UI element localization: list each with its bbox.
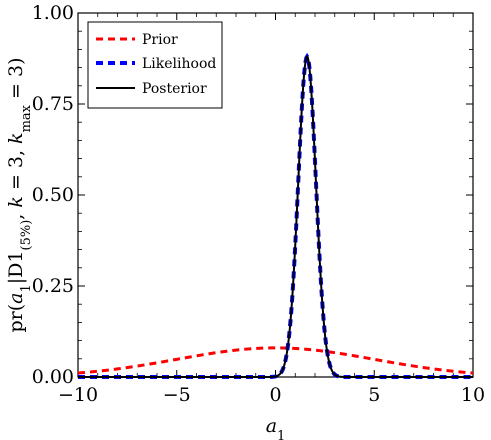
x-tick-label: −5: [163, 384, 191, 406]
x-axis-label: a1: [266, 415, 286, 440]
legend-label-prior: Prior: [142, 32, 178, 48]
legend-label-likelihood: Likelihood: [142, 56, 216, 72]
legend-label-posterior: Posterior: [142, 81, 207, 97]
curve-prior: [77, 346, 474, 375]
y-tick-label: 1.00: [32, 2, 74, 24]
x-tick-label: 0: [269, 384, 281, 406]
y-axis-label: pr(a1|D1(5%), k = 3, kmax = 3): [5, 57, 34, 332]
y-tick-label: 0.75: [32, 93, 74, 115]
x-tick-label: 5: [368, 384, 380, 406]
curve-posterior: [78, 54, 473, 378]
y-tick-label: 0.25: [32, 275, 74, 297]
legend: Prior Likelihood Posterior: [87, 21, 223, 109]
y-tick-label: 0.00: [32, 366, 74, 388]
x-tick-label: 10: [461, 384, 485, 406]
y-tick-label: 0.50: [32, 184, 74, 206]
curves-group: [77, 52, 474, 379]
x-tick-label: −10: [58, 384, 98, 406]
